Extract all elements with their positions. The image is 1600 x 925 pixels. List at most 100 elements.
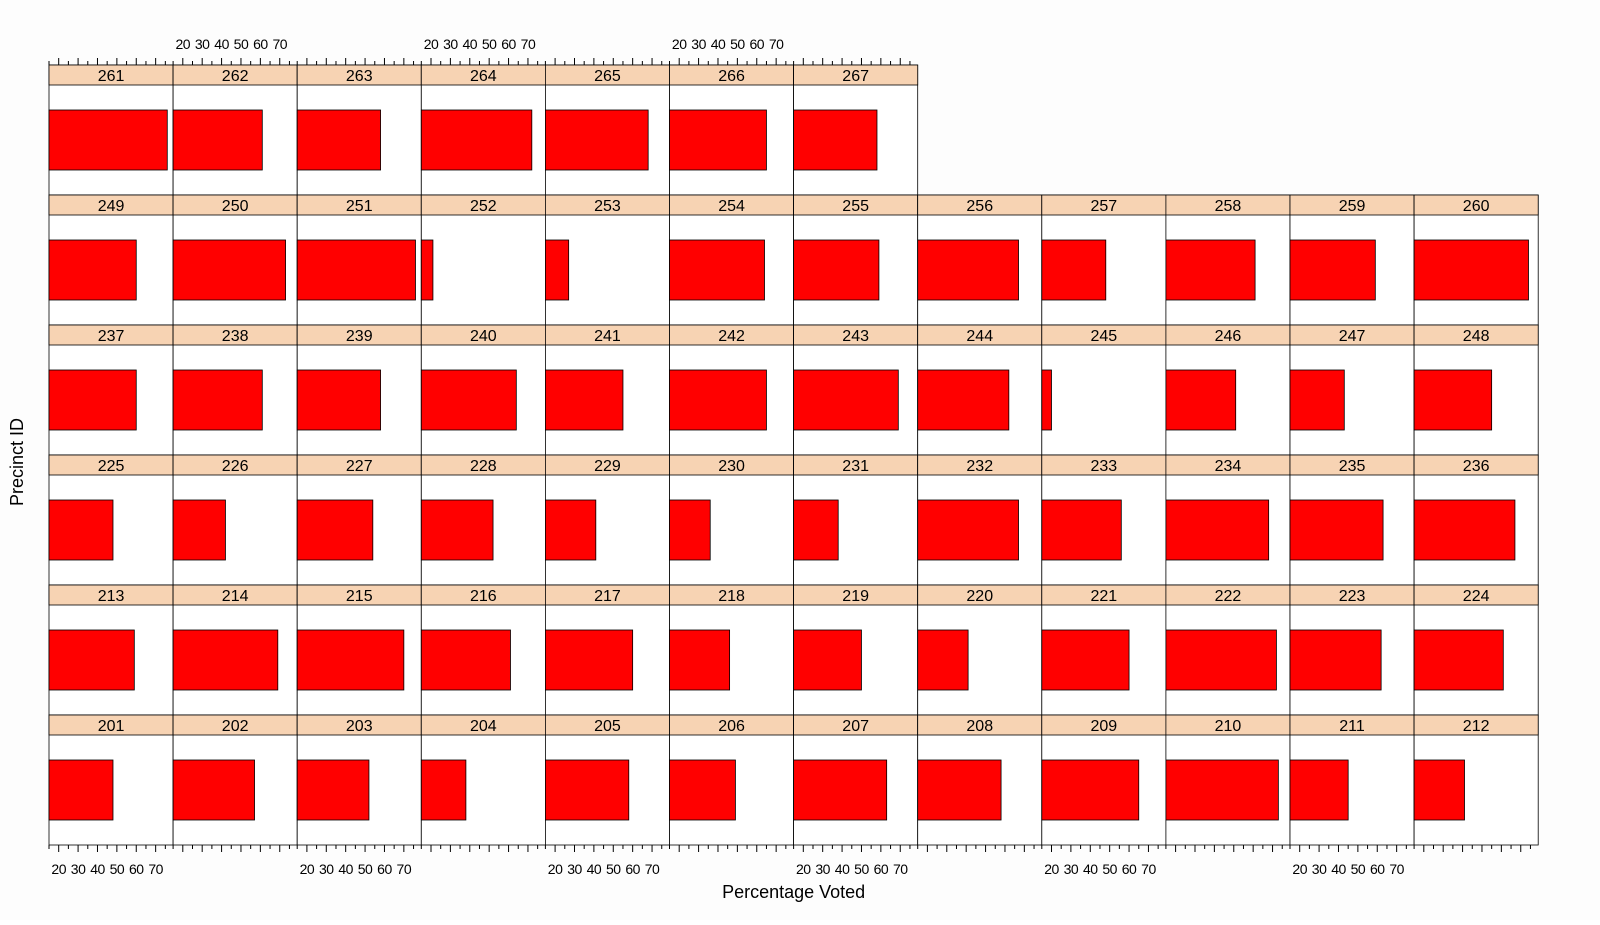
precinct-label-243: 243	[842, 328, 869, 345]
precinct-label-240: 240	[470, 328, 497, 345]
bar-233	[1041, 499, 1122, 561]
precinct-label-236: 236	[1463, 458, 1490, 475]
bar-262	[172, 109, 263, 171]
tick-label-bottom-0-40: 40	[90, 861, 105, 877]
tick-label-bottom-2-50: 50	[358, 861, 373, 877]
bar-215	[296, 629, 405, 691]
bar-227	[296, 499, 374, 561]
precinct-label-228: 228	[470, 458, 497, 475]
strip-224	[1413, 584, 1539, 606]
precinct-label-242: 242	[718, 328, 745, 345]
bar-243	[793, 369, 899, 431]
bar-261	[48, 109, 168, 171]
precinct-label-251: 251	[346, 198, 373, 215]
bar-252	[420, 239, 434, 301]
bar-232	[917, 499, 1019, 561]
tick-label-top-5-20: 20	[672, 36, 687, 52]
x-axis-title: Percentage Voted	[722, 882, 865, 902]
tick-label-bottom-8-70: 70	[1141, 861, 1156, 877]
bar-241	[545, 369, 624, 431]
bar-267	[793, 109, 878, 171]
precinct-label-208: 208	[966, 718, 993, 735]
precinct-label-246: 246	[1215, 328, 1242, 345]
precinct-label-216: 216	[470, 588, 497, 605]
precinct-label-204: 204	[470, 718, 497, 735]
precinct-label-245: 245	[1090, 328, 1117, 345]
bar-201	[48, 759, 114, 821]
tick-label-bottom-4-60: 60	[625, 861, 640, 877]
bar-210	[1165, 759, 1279, 821]
bar-213	[48, 629, 135, 691]
tick-label-bottom-10-60: 60	[1370, 861, 1385, 877]
tick-label-bottom-6-50: 50	[854, 861, 869, 877]
tick-label-bottom-6-20: 20	[796, 861, 811, 877]
bar-253	[545, 239, 570, 301]
bar-231	[793, 499, 839, 561]
precinct-label-265: 265	[594, 68, 621, 85]
tick-label-bottom-8-60: 60	[1122, 861, 1137, 877]
tick-label-top-1-20: 20	[176, 36, 191, 52]
panel-245	[1041, 324, 1167, 456]
bar-209	[1041, 759, 1140, 821]
bar-202	[172, 759, 255, 821]
precinct-label-229: 229	[594, 458, 621, 475]
bar-237	[48, 369, 137, 431]
tick-label-bottom-4-30: 30	[567, 861, 582, 877]
precinct-label-233: 233	[1090, 458, 1117, 475]
precinct-label-232: 232	[966, 458, 993, 475]
precinct-label-222: 222	[1215, 588, 1242, 605]
tick-label-top-1-30: 30	[195, 36, 210, 52]
strip-236	[1413, 454, 1539, 476]
precinct-label-212: 212	[1463, 718, 1490, 735]
tick-label-bottom-6-40: 40	[835, 861, 850, 877]
precinct-label-215: 215	[346, 588, 373, 605]
bar-212	[1413, 759, 1465, 821]
precinct-label-219: 219	[842, 588, 869, 605]
tick-label-bottom-10-20: 20	[1292, 861, 1307, 877]
bar-216	[420, 629, 511, 691]
bar-258	[1165, 239, 1256, 301]
precinct-label-252: 252	[470, 198, 497, 215]
precinct-label-224: 224	[1463, 588, 1490, 605]
bar-203	[296, 759, 370, 821]
precinct-label-234: 234	[1215, 458, 1242, 475]
bar-214	[172, 629, 279, 691]
precinct-label-231: 231	[842, 458, 869, 475]
bar-226	[172, 499, 226, 561]
precinct-label-258: 258	[1215, 198, 1242, 215]
bar-256	[917, 239, 1019, 301]
tick-label-bottom-8-30: 30	[1064, 861, 1079, 877]
tick-label-top-5-30: 30	[691, 36, 706, 52]
bar-245	[1041, 369, 1052, 431]
tick-label-top-5-40: 40	[711, 36, 726, 52]
bar-217	[545, 629, 634, 691]
tick-label-top-3-70: 70	[521, 36, 536, 52]
tick-label-top-5-70: 70	[769, 36, 784, 52]
tick-label-bottom-0-30: 30	[71, 861, 86, 877]
bar-251	[296, 239, 416, 301]
precinct-label-257: 257	[1090, 198, 1117, 215]
precinct-label-225: 225	[98, 458, 125, 475]
tick-label-bottom-2-60: 60	[377, 861, 392, 877]
tick-label-top-5-60: 60	[749, 36, 764, 52]
tick-label-bottom-0-60: 60	[129, 861, 144, 877]
tick-label-top-1-70: 70	[272, 36, 287, 52]
tick-label-bottom-0-70: 70	[148, 861, 163, 877]
precinct-label-249: 249	[98, 198, 125, 215]
tick-label-bottom-0-50: 50	[110, 861, 125, 877]
precinct-label-266: 266	[718, 68, 745, 85]
precinct-label-227: 227	[346, 458, 373, 475]
tick-label-bottom-2-70: 70	[397, 861, 412, 877]
bar-208	[917, 759, 1002, 821]
bar-234	[1165, 499, 1270, 561]
precinct-label-238: 238	[222, 328, 249, 345]
precinct-label-202: 202	[222, 718, 249, 735]
tick-label-bottom-2-20: 20	[300, 861, 315, 877]
precinct-label-218: 218	[718, 588, 745, 605]
tick-label-bottom-6-30: 30	[815, 861, 830, 877]
tick-label-top-3-20: 20	[424, 36, 439, 52]
bar-228	[420, 499, 494, 561]
tick-label-bottom-8-40: 40	[1083, 861, 1098, 877]
bar-265	[545, 109, 649, 171]
